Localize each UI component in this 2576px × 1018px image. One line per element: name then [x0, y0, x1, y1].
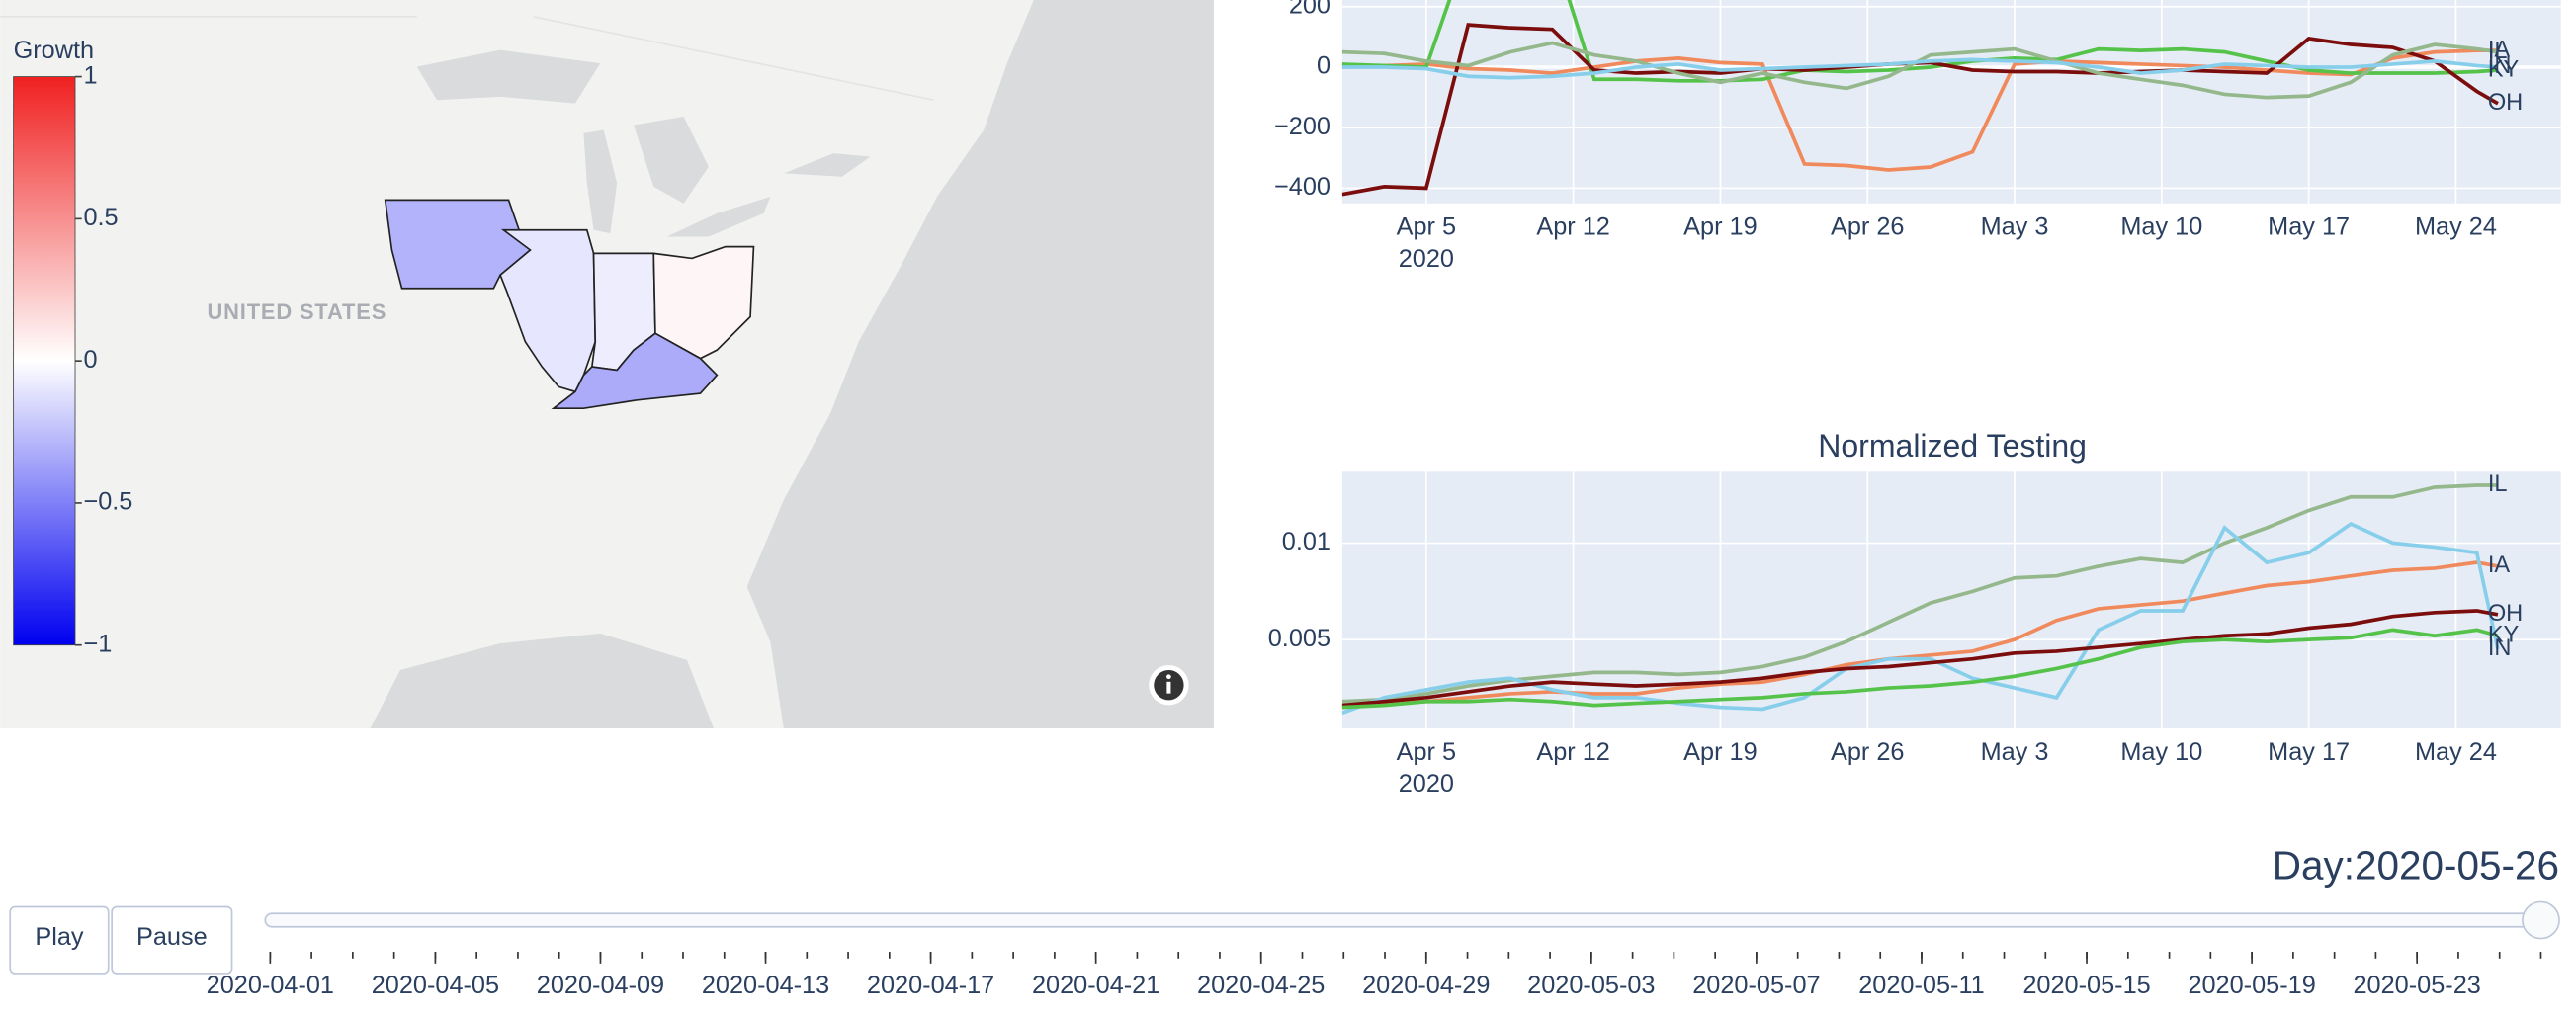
slider-label: 2020-04-21	[1032, 972, 1159, 999]
series-end-label: KY	[2488, 623, 2520, 648]
x-tick-year: 2020	[1399, 245, 1454, 273]
border	[0, 16, 934, 102]
control-button[interactable]	[111, 905, 233, 975]
series-line	[1341, 0, 2499, 83]
series-end-label: OH	[2488, 90, 2523, 116]
series-line	[1341, 628, 2499, 710]
slider-handle[interactable]	[2522, 900, 2560, 940]
series-line	[1341, 560, 2499, 710]
slider-label: 2020-04-01	[207, 972, 334, 999]
slider-current-part: 2020-05-26	[2355, 842, 2559, 888]
series-line	[1341, 609, 2499, 708]
slider-current-part: Day:	[2273, 842, 2355, 888]
series-end-label: IN	[2488, 636, 2512, 661]
slider-label: 2020-05-07	[1692, 972, 1820, 999]
colorbar	[13, 76, 76, 646]
state[interactable]	[551, 332, 719, 410]
button-label[interactable]: Pause	[136, 923, 208, 951]
slider-label: 2020-05-15	[2022, 972, 2150, 999]
series-line	[1341, 521, 2500, 716]
series-line	[1341, 41, 2499, 100]
x-tick-label: Apr 19	[1683, 738, 1758, 766]
info-icon-dot	[1166, 674, 1171, 680]
slider-label: 2020-04-29	[1362, 972, 1490, 999]
x-tick-label: May 17	[2268, 738, 2350, 766]
lake	[666, 197, 771, 237]
y-tick-label: 0	[1317, 52, 1331, 80]
x-tick-label: May 24	[2415, 213, 2497, 241]
map-label: UNITED STATES	[207, 299, 386, 324]
slider-label: 2020-04-25	[1197, 972, 1325, 999]
y-tick-label: 0.005	[1268, 625, 1331, 652]
x-tick-label: May 10	[2120, 213, 2202, 241]
series-line	[1341, 57, 2499, 80]
x-tick-label: May 3	[1981, 738, 2049, 766]
info-icon-bar	[1166, 681, 1171, 694]
series-end-label: IN	[2488, 53, 2512, 79]
slider-label: 2020-04-17	[867, 972, 994, 999]
x-tick-label: Apr 5	[1397, 213, 1456, 241]
y-tick-label: 200	[1289, 0, 1331, 19]
series-end-label: IA	[2488, 552, 2511, 578]
lake	[634, 117, 709, 204]
y-tick-label: −400	[1274, 173, 1331, 201]
states	[384, 199, 755, 410]
series-end-label: IA	[2488, 37, 2511, 62]
series-end-label: IL	[2488, 39, 2508, 64]
series-end-label: OH	[2488, 601, 2523, 627]
slider-label: 2020-04-05	[372, 972, 499, 999]
colorbar-tick-label: −0.5	[83, 488, 132, 516]
slider-track[interactable]	[264, 912, 2547, 928]
slider-label: 2020-04-09	[537, 972, 664, 999]
slider-label: 2020-05-11	[1858, 972, 1984, 999]
plot-area	[1341, 0, 2561, 204]
controls: Play Pause 2020-04-01 2020-04-05 2020-04-09 2…	[9, 842, 2560, 999]
x-tick-label: May 17	[2268, 213, 2350, 241]
x-tick-label: Apr 19	[1683, 213, 1758, 241]
x-tick-label: Apr 12	[1536, 213, 1610, 241]
colorbar-tick-label: −1	[83, 630, 112, 657]
x-tick-label: May 24	[2415, 738, 2497, 766]
y-tick-label: 0.01	[1282, 528, 1331, 555]
x-tick-year: 2020	[1399, 770, 1454, 798]
plot-lines	[1341, 0, 2499, 197]
series-end-label: IL	[2488, 471, 2508, 497]
slider-label: 2020-05-19	[2188, 972, 2315, 999]
chart-title: Normalized Testing	[1818, 428, 2087, 464]
ocean	[746, 0, 1214, 729]
plot-area	[1341, 471, 2561, 729]
lake	[416, 49, 601, 104]
button-label[interactable]: Play	[35, 923, 84, 951]
slider-current: Day:2020-05-26	[2273, 842, 2559, 888]
lake	[783, 153, 871, 177]
x-tick-label: Apr 26	[1831, 213, 1905, 241]
control-button[interactable]	[9, 905, 110, 975]
x-tick-label: May 3	[1981, 213, 2049, 241]
x-tick-label: Apr 12	[1536, 738, 1610, 766]
colorbar-tick-label: 1	[83, 61, 97, 89]
colorbar-title: Growth	[14, 37, 94, 64]
y-tick-label: −200	[1274, 113, 1331, 140]
series-line	[1341, 483, 2498, 704]
gulf	[370, 633, 714, 729]
series-line	[1341, 48, 2498, 172]
map: UNITED STATES	[0, 0, 1214, 729]
slider-label: 2020-05-23	[2354, 972, 2481, 999]
plot-lines	[1341, 483, 2500, 716]
x-tick-label: Apr 26	[1831, 738, 1905, 766]
slider-label: 2020-05-03	[1527, 972, 1655, 999]
x-tick-label: Apr 5	[1397, 738, 1456, 766]
colorbar-tick-label: 0	[83, 346, 97, 374]
x-tick-label: May 10	[2120, 738, 2202, 766]
colorbar-tick-label: 0.5	[83, 204, 118, 231]
lake	[583, 129, 618, 234]
slider-label: 2020-04-13	[702, 972, 829, 999]
series-end-label: KY	[2488, 56, 2520, 82]
